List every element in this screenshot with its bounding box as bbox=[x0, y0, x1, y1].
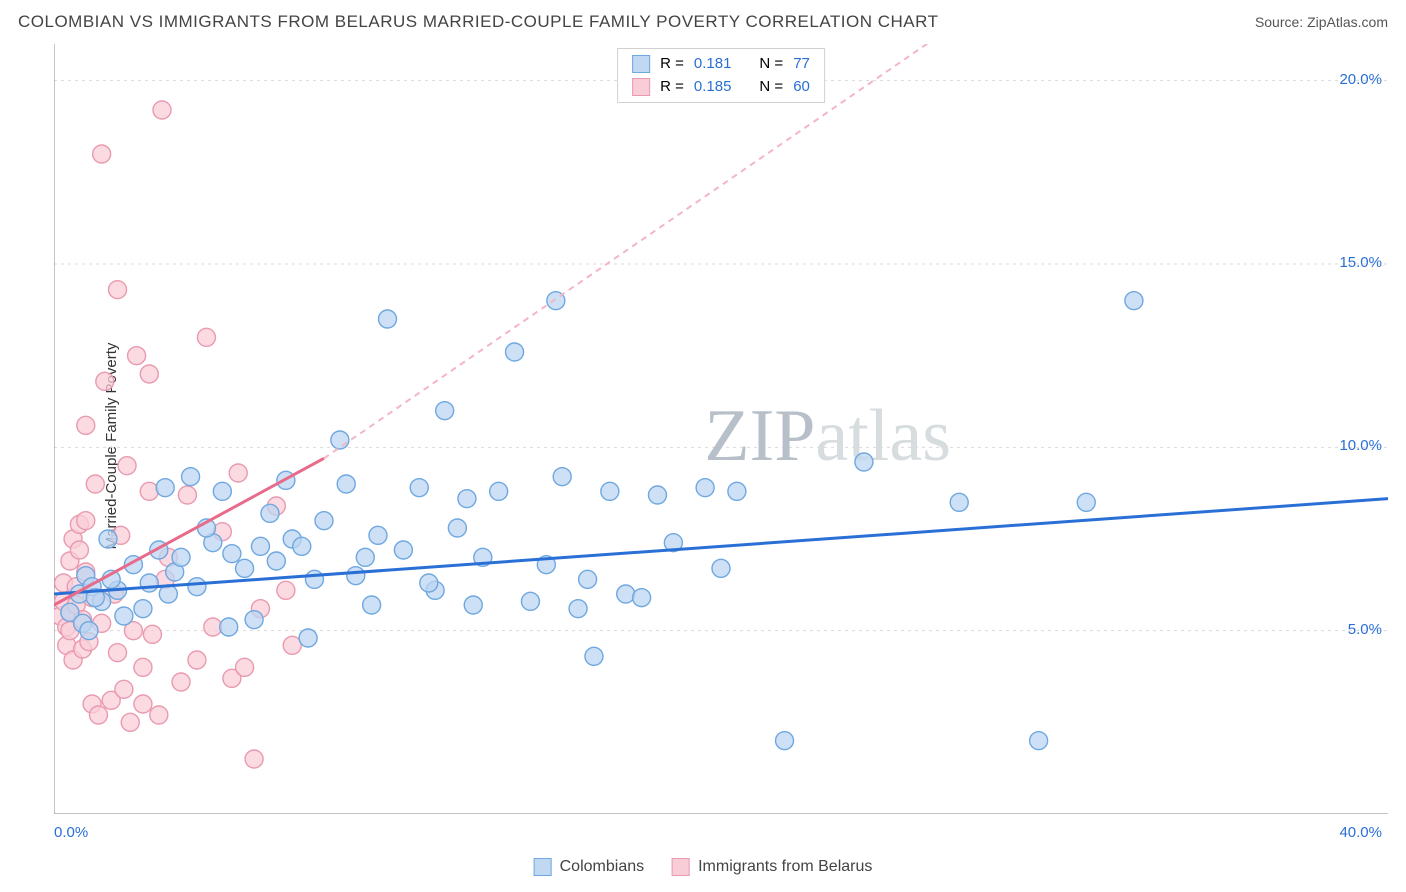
correlation-legend: R = 0.181 N = 77 R = 0.185 N = 60 bbox=[617, 48, 825, 103]
x-tick-label: 0.0% bbox=[54, 824, 88, 841]
legend-row: R = 0.181 N = 77 bbox=[632, 53, 810, 76]
n-label: N = bbox=[759, 53, 783, 76]
x-tick-label: 40.0% bbox=[1339, 824, 1382, 841]
legend-item: Immigrants from Belarus bbox=[672, 858, 872, 876]
scatter-plot: ZIPatlas bbox=[54, 44, 1388, 814]
legend-item: Colombians bbox=[534, 858, 644, 876]
svg-text:ZIPatlas: ZIPatlas bbox=[704, 395, 951, 477]
n-label: N = bbox=[759, 76, 783, 99]
y-tick-label: 15.0% bbox=[1339, 254, 1382, 271]
swatch-icon bbox=[672, 858, 690, 876]
n-value: 77 bbox=[793, 53, 810, 76]
series-legend: Colombians Immigrants from Belarus bbox=[534, 858, 873, 876]
chart-container: ZIPatlas R = 0.181 N = 77 R = 0.185 N = … bbox=[54, 44, 1388, 814]
chart-header: COLOMBIAN VS IMMIGRANTS FROM BELARUS MAR… bbox=[18, 12, 1388, 32]
legend-label: Immigrants from Belarus bbox=[698, 858, 872, 876]
y-tick-label: 10.0% bbox=[1339, 437, 1382, 454]
r-value: 0.185 bbox=[694, 76, 732, 99]
swatch-icon bbox=[534, 858, 552, 876]
chart-title: COLOMBIAN VS IMMIGRANTS FROM BELARUS MAR… bbox=[18, 12, 938, 32]
r-value: 0.181 bbox=[694, 53, 732, 76]
y-tick-label: 5.0% bbox=[1348, 621, 1382, 638]
legend-row: R = 0.185 N = 60 bbox=[632, 76, 810, 99]
r-label: R = bbox=[660, 76, 684, 99]
legend-label: Colombians bbox=[560, 858, 644, 876]
r-label: R = bbox=[660, 53, 684, 76]
swatch-icon bbox=[632, 55, 650, 73]
n-value: 60 bbox=[793, 76, 810, 99]
y-tick-label: 20.0% bbox=[1339, 71, 1382, 88]
swatch-icon bbox=[632, 78, 650, 96]
chart-source: Source: ZipAtlas.com bbox=[1255, 14, 1388, 30]
